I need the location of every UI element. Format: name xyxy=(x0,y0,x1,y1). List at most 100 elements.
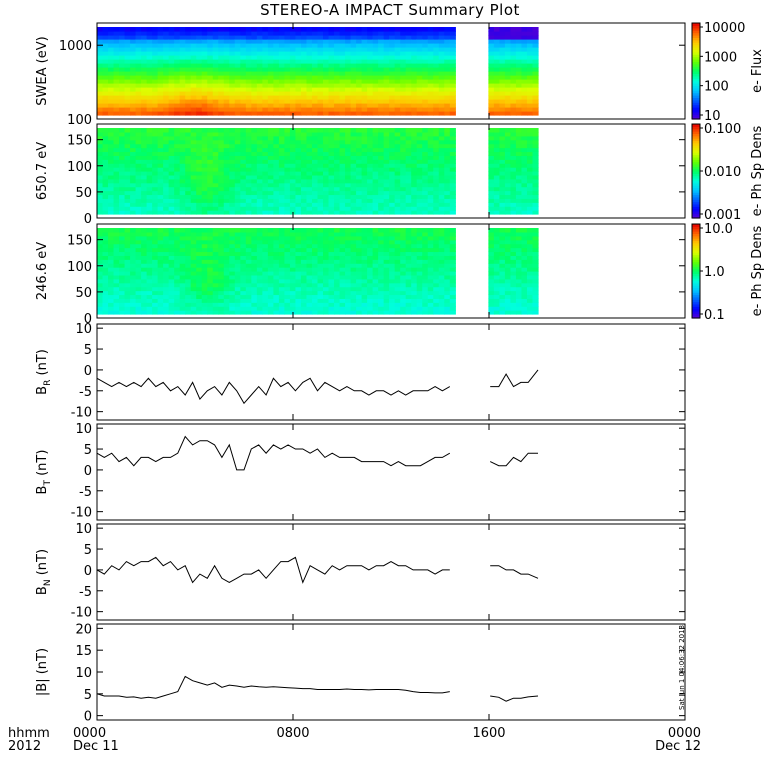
colorbar-cell xyxy=(692,49,700,53)
spectrogram-cell xyxy=(130,255,137,260)
spectrogram-cell xyxy=(146,210,153,215)
spectrogram-cell xyxy=(444,206,451,211)
spectrogram-cell xyxy=(223,182,230,188)
spectrogram-cell xyxy=(278,235,286,241)
spectrogram-cell xyxy=(141,263,148,268)
spectrogram-cell xyxy=(135,255,142,260)
spectrogram-cell xyxy=(163,63,170,68)
spectrogram-cell xyxy=(444,228,451,233)
spectrogram-cell xyxy=(207,51,214,56)
spectrogram-cell xyxy=(383,290,390,296)
spectrogram-cell xyxy=(174,182,181,188)
spectrogram-cell xyxy=(196,171,203,176)
spectrogram-cell xyxy=(515,159,523,164)
spectrogram-cell xyxy=(389,139,396,145)
spectrogram-cell xyxy=(367,267,374,272)
spectrogram-cell xyxy=(317,178,324,184)
spectrogram-cell xyxy=(141,31,148,36)
spectrogram-cell xyxy=(345,63,352,68)
spectrogram-cell xyxy=(389,243,396,249)
spectrogram-cell xyxy=(405,306,412,311)
spectrogram-cell xyxy=(135,55,142,60)
spectrogram-cell xyxy=(444,139,451,145)
spectrogram-cell xyxy=(97,298,104,303)
spectrogram-cell xyxy=(240,294,247,299)
spectrogram-cell xyxy=(124,71,131,76)
spectrogram-cell xyxy=(179,83,186,88)
spectrogram-cell xyxy=(157,235,164,241)
spectrogram-cell xyxy=(174,294,181,299)
spectrogram-cell xyxy=(190,79,197,84)
spectrogram-cell xyxy=(526,143,534,149)
spectrogram-cell xyxy=(295,239,302,245)
spectrogram-cell xyxy=(273,210,280,215)
spectrogram-cell xyxy=(97,186,104,192)
spectrogram-cell xyxy=(251,47,258,52)
spectrogram-cell xyxy=(488,91,495,96)
spectrogram-cell xyxy=(378,147,385,153)
spectrogram-cell xyxy=(383,263,390,268)
spectrogram-cell xyxy=(323,111,330,116)
spectrogram-cell xyxy=(499,174,506,180)
spectrogram-cell xyxy=(267,178,274,184)
spectrogram-cell xyxy=(427,194,434,199)
spectrogram-cell xyxy=(130,310,137,315)
spectrogram-cell xyxy=(196,190,203,196)
spectrogram-cell xyxy=(256,111,263,116)
spectrogram-cell xyxy=(323,294,330,299)
spectrogram-cell xyxy=(240,228,247,233)
spectrogram-cell xyxy=(97,302,104,307)
spectrogram-cell xyxy=(389,198,396,203)
spectrogram-cell xyxy=(422,139,429,145)
spectrogram-cell xyxy=(389,159,396,164)
spectrogram-cell xyxy=(108,294,115,299)
spectrogram-cell xyxy=(141,87,148,92)
spectrogram-cell xyxy=(119,190,126,196)
spectrogram-cell xyxy=(273,71,280,76)
spectrogram-cell xyxy=(295,103,302,108)
spectrogram-cell xyxy=(367,51,374,56)
spectrogram-cell xyxy=(378,75,385,80)
spectrogram-cell xyxy=(394,231,401,237)
spectrogram-cell xyxy=(218,47,225,52)
spectrogram-cell xyxy=(119,99,126,104)
spectrogram-cell xyxy=(356,310,363,315)
spectrogram-cell xyxy=(499,182,506,188)
spectrogram-cell xyxy=(141,151,148,156)
spectrogram-cell xyxy=(356,135,363,141)
spectrogram-cell xyxy=(135,107,142,112)
spectrogram-cell xyxy=(295,267,302,272)
spectrogram-cell xyxy=(113,239,120,245)
spectrogram-cell xyxy=(141,302,148,307)
spectrogram-cell xyxy=(190,99,197,104)
spectrogram-cell xyxy=(300,95,308,100)
spectrogram-cell xyxy=(185,151,192,156)
spectrogram-cell xyxy=(168,107,175,112)
spectrogram-cell xyxy=(234,131,241,137)
spectrogram-cell xyxy=(300,186,308,192)
spectrogram-cell xyxy=(411,103,418,108)
spectrogram-cell xyxy=(124,190,131,196)
spectrogram-cell xyxy=(345,198,352,203)
spectrogram-cell xyxy=(493,159,501,164)
spectrogram-cell xyxy=(102,231,109,237)
spectrogram-cell xyxy=(356,186,363,192)
spectrogram-cell xyxy=(152,95,159,100)
spectrogram-cell xyxy=(201,103,208,108)
spectrogram-cell xyxy=(521,83,528,88)
spectrogram-cell xyxy=(273,259,280,264)
spectrogram-cell xyxy=(311,67,319,72)
spectrogram-cell xyxy=(422,135,429,141)
colorbar-cell xyxy=(692,201,700,205)
spectrogram-cell xyxy=(168,259,175,264)
spectrogram-cell xyxy=(174,39,181,44)
spectrogram-cell xyxy=(234,159,241,164)
spectrogram-cell xyxy=(339,182,346,188)
spectrogram-cell xyxy=(234,251,241,256)
spectrogram-cell xyxy=(515,39,523,44)
spectrogram-cell xyxy=(135,290,142,296)
spectrogram-cell xyxy=(526,131,534,137)
spectrogram-cell xyxy=(422,31,429,36)
spectrogram-cell xyxy=(262,55,269,60)
spectrogram-cell xyxy=(168,143,175,149)
